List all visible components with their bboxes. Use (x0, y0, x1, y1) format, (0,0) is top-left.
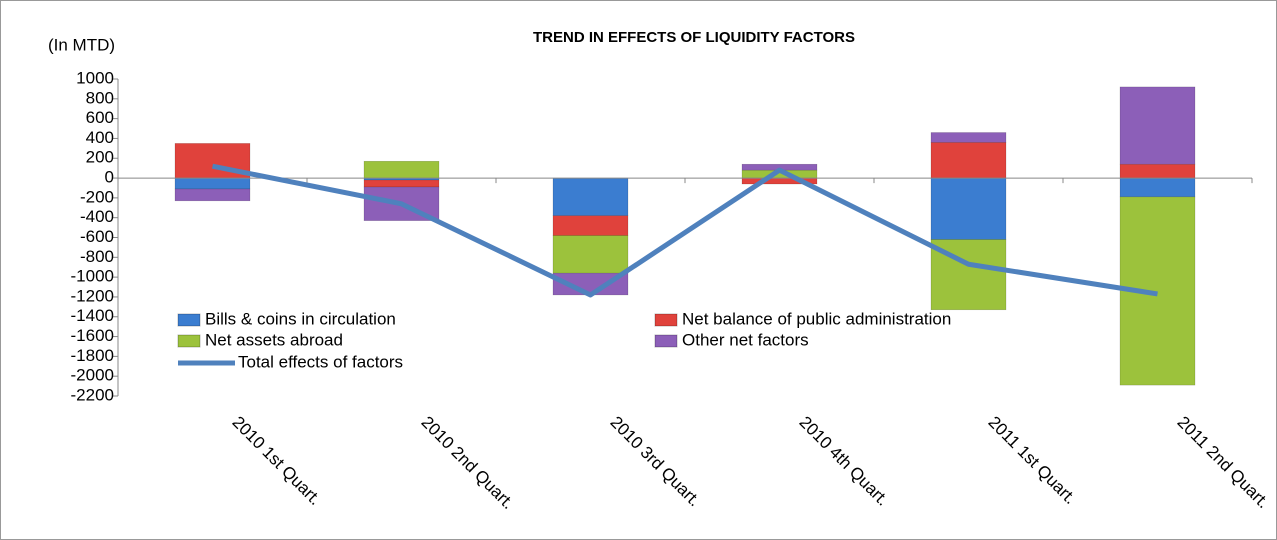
legend-label: Total effects of factors (238, 352, 403, 371)
chart-title: TREND IN EFFECTS OF LIQUIDITY FACTORS (533, 29, 855, 46)
bar-segment (174, 177, 251, 190)
y-tick-label: 800 (86, 88, 114, 107)
y-tick-label: -1800 (71, 346, 114, 365)
bar-segment (1119, 163, 1196, 179)
y-tick-label: 600 (86, 108, 114, 127)
legend-label: Other net factors (682, 330, 809, 349)
y-tick-label: 1000 (76, 68, 114, 87)
bar-segment (1119, 177, 1196, 198)
bar-segment (363, 179, 440, 188)
bar-segment (1119, 86, 1196, 165)
y-tick-label: 400 (86, 128, 114, 147)
y-axis-label: (In MTD) (48, 35, 115, 54)
y-tick-label: -1400 (71, 306, 114, 325)
y-tick-label: -600 (80, 227, 114, 246)
bar-segment (363, 160, 440, 179)
y-tick-label: -800 (80, 247, 114, 266)
bar-segment (552, 215, 629, 236)
bar-segment (552, 177, 629, 216)
bar-segment (930, 177, 1007, 240)
y-tick-label: -2000 (71, 366, 114, 385)
y-tick-label: -2200 (71, 385, 114, 404)
bar-segment (174, 188, 251, 202)
bar-segment (930, 142, 1007, 179)
legend-label: Net assets abroad (205, 330, 343, 349)
total-line (212, 163, 1158, 298)
bar-segment (552, 235, 629, 274)
legend-swatch (177, 313, 201, 327)
y-tick-label: -1200 (71, 286, 114, 305)
y-tick-label: -1000 (71, 267, 114, 286)
bar-segment (930, 132, 1007, 143)
y-tick-label: -400 (80, 207, 114, 226)
y-tick-label: 0 (105, 168, 114, 187)
legend-swatch (177, 334, 201, 348)
legend-label: Bills & coins in circulation (205, 309, 396, 328)
y-tick-label: -200 (80, 187, 114, 206)
legend-swatch (654, 334, 678, 348)
legend-label: Net balance of public administration (682, 309, 951, 328)
y-tick-label: -1600 (71, 326, 114, 345)
legend-swatch (654, 313, 678, 327)
y-tick-label: 200 (86, 148, 114, 167)
